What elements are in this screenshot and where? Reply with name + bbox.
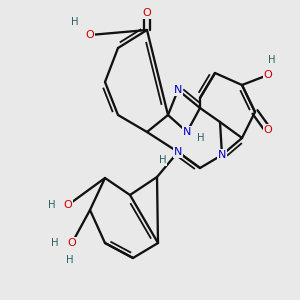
Text: H: H xyxy=(197,133,205,143)
Text: O: O xyxy=(142,8,152,18)
Text: N: N xyxy=(174,85,182,95)
Text: H: H xyxy=(48,200,56,210)
Text: N: N xyxy=(218,150,226,160)
Text: O: O xyxy=(264,125,272,135)
Text: N: N xyxy=(183,127,191,137)
Text: H: H xyxy=(66,255,74,265)
Text: O: O xyxy=(85,30,94,40)
Text: H: H xyxy=(51,238,59,248)
Text: H: H xyxy=(159,155,167,165)
Text: O: O xyxy=(68,238,76,248)
Text: H: H xyxy=(268,55,276,65)
Text: O: O xyxy=(264,70,272,80)
Text: H: H xyxy=(71,17,79,27)
Text: N: N xyxy=(174,147,182,157)
Text: O: O xyxy=(64,200,72,210)
